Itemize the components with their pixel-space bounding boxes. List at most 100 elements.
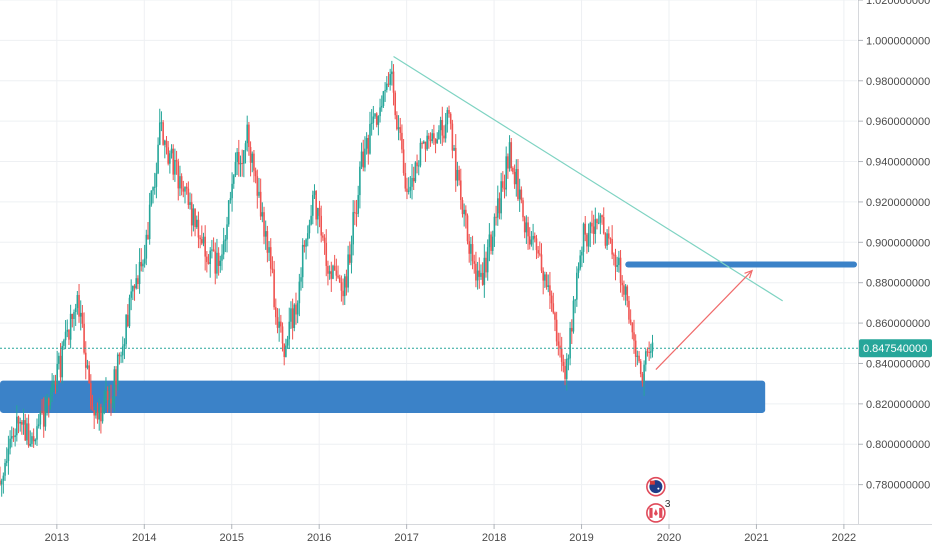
candle-body [311, 194, 314, 216]
candle-body [19, 421, 21, 424]
candle-body [340, 282, 343, 291]
candle-body [123, 344, 126, 347]
candle-body [130, 291, 132, 298]
candle-body [313, 191, 316, 195]
candle-body [643, 364, 645, 383]
candle-body [120, 355, 122, 357]
candle-body [185, 186, 188, 189]
support-resistance-zone[interactable] [0, 380, 766, 413]
candle-body [0, 480, 1, 485]
candle-body [634, 340, 637, 357]
candle-body [148, 204, 151, 240]
candle-body [244, 143, 247, 151]
flag-canton [649, 480, 655, 485]
candle-body [143, 258, 146, 264]
candle-body [461, 200, 464, 215]
candle-body [419, 142, 422, 166]
candle-body [385, 83, 388, 90]
candle-body [533, 235, 536, 239]
candle-body [586, 234, 588, 247]
candle-body [22, 420, 25, 425]
candle-body [401, 132, 403, 150]
candle-body [21, 421, 23, 425]
candle-body [199, 237, 201, 240]
candle-body [374, 113, 376, 117]
candle-body [535, 238, 538, 251]
candle-body [4, 462, 6, 476]
candle-body [190, 202, 193, 226]
candle-body [518, 189, 521, 200]
candle-body [631, 322, 634, 333]
candle-body [465, 209, 467, 216]
candle-body [219, 260, 222, 266]
candle-body [197, 219, 200, 238]
candle-body [306, 233, 309, 240]
time-axis[interactable]: 2013 2014 2015 2016 2017 2018 2019 2020 2021 2022 [45, 524, 857, 544]
candle-body [194, 208, 196, 228]
candle-body [74, 307, 77, 313]
candle-body [602, 217, 605, 234]
candle-body [491, 236, 494, 251]
candle-body [182, 188, 185, 192]
candle-body [78, 295, 80, 317]
candle-body [318, 208, 321, 216]
candle-body [367, 138, 370, 154]
candle-body [317, 208, 319, 220]
candle-body [269, 247, 272, 269]
descending-trendline[interactable] [393, 56, 783, 302]
candle-body [152, 187, 154, 191]
candle-body [12, 436, 15, 438]
candle-body [354, 212, 356, 214]
candle-body [34, 439, 37, 442]
candle-body [636, 355, 639, 357]
candle-body [597, 222, 600, 224]
candle-body [421, 142, 423, 144]
candle-body [86, 365, 89, 368]
candle-body [399, 127, 402, 133]
event-badge[interactable]: 3 [646, 499, 671, 523]
price-axis[interactable]: 0.780000000 0.800000000 0.820000000 0.84000… [858, 0, 930, 492]
candle-body [348, 254, 351, 263]
candle-body [618, 257, 620, 266]
event-badges[interactable]: 3 [646, 476, 671, 523]
candle-body [441, 120, 444, 136]
candle-body [121, 346, 124, 356]
candle-body [596, 219, 598, 223]
candle-body [417, 165, 420, 167]
candle-body [624, 286, 627, 295]
candle-body [53, 381, 55, 384]
candle-body [496, 198, 499, 218]
candle-body [105, 391, 107, 398]
candle-body [555, 319, 558, 342]
candle-body [443, 135, 445, 139]
candle-body [256, 176, 259, 196]
candle-body [96, 411, 99, 420]
candle-body [310, 215, 312, 225]
event-badge[interactable] [646, 476, 666, 497]
projection-arrow[interactable] [655, 270, 753, 370]
flag-band-left [649, 507, 653, 518]
candle-body [64, 331, 67, 341]
price-tick-label: 0.940000000 [866, 157, 930, 169]
current-price-label: 0.847540000 [863, 343, 927, 355]
candle-body [614, 254, 617, 267]
candle-body [449, 113, 452, 124]
price-tick-label: 0.900000000 [866, 237, 930, 249]
candle-body [483, 257, 486, 285]
candle-body [451, 123, 454, 151]
candle-body [619, 257, 622, 283]
candle-body [500, 181, 502, 214]
candle-body [195, 219, 198, 228]
support-resistance-zone[interactable] [625, 261, 857, 268]
candle-body [155, 173, 158, 187]
candle-body [397, 127, 400, 130]
candle-body [273, 269, 275, 308]
flag-star [657, 487, 660, 490]
candle-body [68, 329, 70, 340]
candle-body [480, 272, 482, 277]
arrow-head-icon [744, 269, 754, 279]
candle-body [278, 321, 280, 328]
candle-body [481, 272, 484, 285]
candle-body [628, 300, 630, 320]
